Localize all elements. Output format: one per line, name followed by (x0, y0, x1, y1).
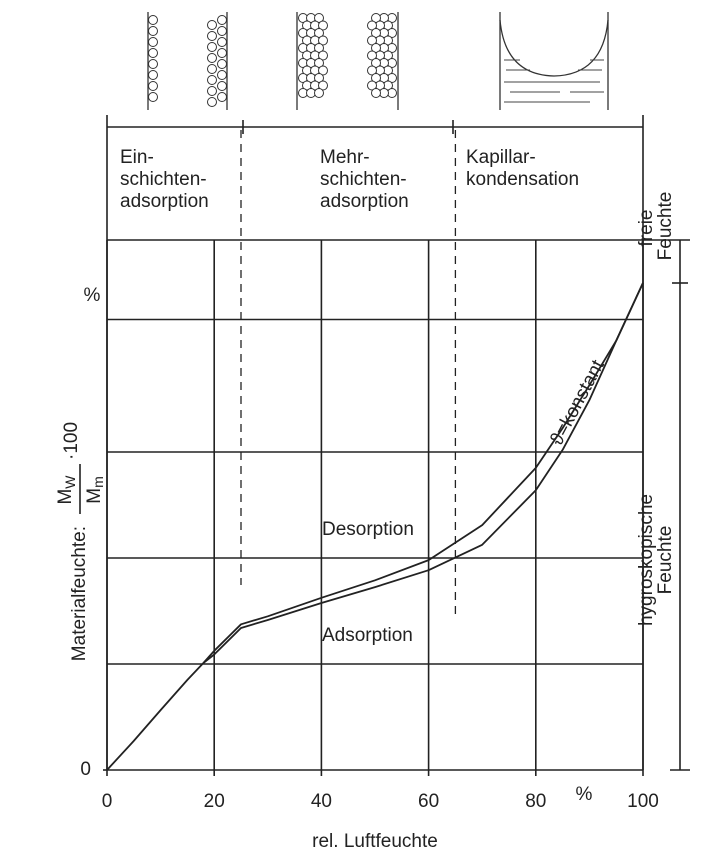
bubble (315, 89, 324, 98)
series-label: Adsorption (322, 625, 413, 646)
zone-label: Mehr- (320, 147, 370, 168)
den-sub: m (90, 476, 106, 488)
bubble (149, 16, 158, 25)
bubble (149, 82, 158, 91)
bubble (149, 71, 158, 80)
bubble (149, 93, 158, 102)
x-tick-label: 60 (418, 791, 439, 812)
x-axis-label: rel. Luftfeuchte (312, 831, 438, 852)
x-tick-label: 40 (311, 791, 332, 812)
bubble (208, 32, 217, 41)
y-label-suffix: ·100 (61, 422, 82, 460)
zone-label: Ein- (120, 147, 154, 168)
bubble (218, 49, 227, 58)
side-label: freie (636, 210, 657, 247)
zone-label: Kapillar- (466, 147, 536, 168)
x-tick-label: 0 (102, 791, 113, 812)
bubble (218, 93, 227, 102)
side-label: Feuchte (655, 526, 676, 595)
bubble (218, 71, 227, 80)
zone-label: schichten- (320, 169, 407, 190)
y-label-denominator: Mm (84, 476, 106, 504)
bubble (218, 60, 227, 69)
bubble (208, 65, 217, 74)
zone-label: adsorption (120, 191, 209, 212)
bubble (208, 43, 217, 52)
bubble (372, 89, 381, 98)
side-label: hygroskopische (636, 494, 657, 626)
bubble (208, 98, 217, 107)
y-label-prefix: Materialfeuchte: (69, 526, 90, 661)
bubble (208, 76, 217, 85)
bubble (208, 54, 217, 63)
bubble (208, 87, 217, 96)
series-label: Desorption (322, 519, 414, 540)
bubble (149, 38, 158, 47)
bubble (208, 21, 217, 30)
chart: 0 20 40 60 80 100% rel. Luftfeuchte 0% Materialf… (0, 0, 701, 856)
x-tick-label: 20 (204, 791, 225, 812)
zone-label: schichten- (120, 169, 207, 190)
bubble (218, 38, 227, 47)
bubble (149, 27, 158, 36)
y-label-numerator: MW (55, 475, 78, 505)
side-label: Feuchte (655, 192, 676, 261)
x-tick-label: 100 (627, 791, 659, 812)
bubble (218, 27, 227, 36)
x-unit-label: % (576, 784, 593, 805)
bubble (149, 49, 158, 58)
zone-label: adsorption (320, 191, 409, 212)
bubble (149, 60, 158, 69)
y-unit-label: % (84, 285, 101, 306)
bubble (218, 16, 227, 25)
bubble (218, 82, 227, 91)
curve-note: ϑ=konstant (546, 356, 609, 449)
series-line (204, 283, 644, 663)
zone-label: kondensation (466, 169, 579, 190)
x-tick-label: 80 (525, 791, 546, 812)
num-main: M (55, 489, 76, 505)
num-sub: W (62, 475, 78, 489)
den-main: M (84, 488, 105, 504)
y-tick-label: 0 (80, 759, 91, 780)
